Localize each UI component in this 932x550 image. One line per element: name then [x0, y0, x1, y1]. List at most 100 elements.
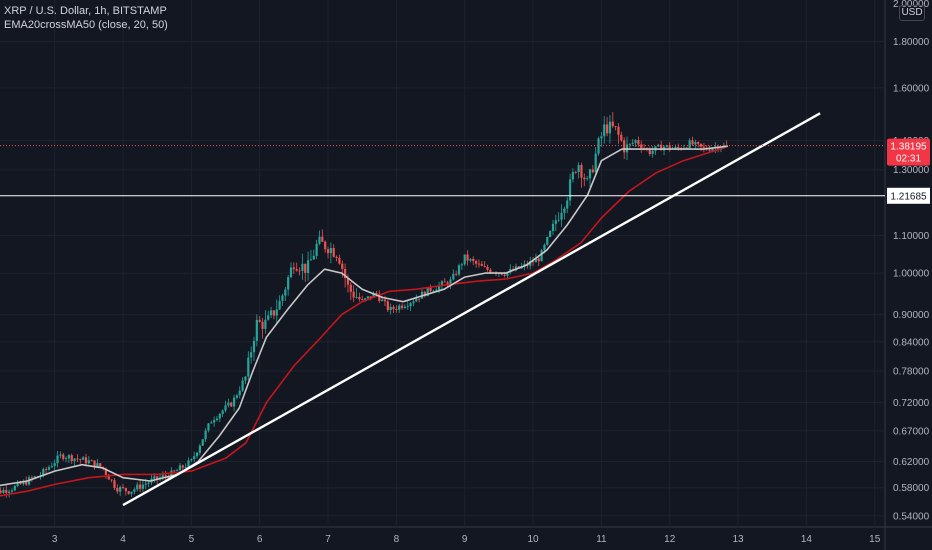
candle-body: [557, 219, 560, 221]
candle-body: [59, 454, 62, 456]
candle-body: [324, 241, 327, 250]
candle-body: [67, 455, 71, 459]
candle-body: [540, 250, 543, 262]
candle-body: [483, 265, 486, 267]
candle-body: [110, 479, 113, 481]
candle-body: [84, 457, 88, 464]
candle-body: [591, 169, 594, 173]
candle-body: [138, 484, 142, 489]
candle-body: [711, 148, 714, 151]
candle-body: [563, 208, 566, 213]
candle-body: [406, 306, 409, 307]
candle-body: [53, 463, 56, 467]
candle-body: [329, 248, 332, 254]
candle-body: [278, 300, 281, 310]
candle-body: [477, 263, 481, 265]
symbol-title[interactable]: XRP / U.S. Dollar, 1h, BITSTAMP: [4, 5, 167, 17]
candle-body: [608, 121, 612, 134]
candle-body: [415, 298, 418, 302]
candle-body: [70, 455, 73, 462]
candle-body: [366, 296, 369, 299]
candle-body: [546, 236, 549, 245]
candle-body: [620, 134, 623, 141]
candle-body: [403, 306, 407, 308]
candle-body: [531, 261, 535, 263]
overlay: [0, 112, 885, 507]
candle-body: [218, 413, 221, 419]
candle-body: [660, 144, 663, 151]
time-tick-label: 6: [257, 534, 263, 545]
candle-body: [586, 178, 589, 180]
candle-body: [195, 452, 199, 457]
indicator-title[interactable]: EMA20crossMA50 (close, 20, 50): [4, 19, 168, 31]
candle-body: [144, 483, 147, 485]
candle-body: [583, 177, 586, 180]
candle-body: [269, 310, 273, 316]
candle-body: [395, 309, 398, 311]
candle-body: [264, 319, 267, 329]
time-tick-label: 7: [325, 534, 331, 545]
candle-body: [560, 212, 563, 220]
candle-body: [96, 463, 99, 468]
candle-body: [19, 482, 22, 485]
candle-body: [571, 171, 575, 180]
candle-body: [708, 149, 711, 151]
price-tick-label: 0.58000: [893, 483, 930, 494]
candle-body: [238, 390, 241, 396]
candle-body: [452, 273, 455, 280]
time-axis[interactable]: 3 4 5 6 7 8 9 10 11 12 13 14 15: [52, 534, 881, 545]
candle-body: [64, 458, 68, 460]
candle-body: [534, 258, 537, 263]
candle-body: [463, 254, 466, 265]
candle-body: [25, 481, 28, 485]
candle-body: [551, 223, 555, 232]
candle-body: [255, 319, 258, 341]
candle-body: [76, 458, 79, 460]
candle-body: [437, 285, 441, 290]
candle-body: [623, 140, 626, 153]
candle-body: [241, 380, 244, 391]
ma50-line: [0, 145, 729, 497]
price-tick-label: 0.54000: [893, 511, 930, 522]
candle-body: [119, 487, 122, 492]
candle-body: [204, 430, 207, 440]
price-tick-label: 0.84000: [893, 337, 930, 348]
last-price-label-bg: [887, 138, 930, 166]
candle-body: [349, 284, 352, 292]
time-tick-label: 9: [462, 534, 468, 545]
candle-body: [383, 299, 387, 302]
candle-body: [104, 468, 108, 475]
candle-body: [281, 295, 284, 301]
candle-body: [523, 263, 526, 267]
candle-body: [389, 306, 392, 311]
currency-label[interactable]: USD: [899, 5, 925, 21]
last-price-label: 1.38195: [890, 142, 927, 153]
candle-body: [674, 146, 677, 149]
candle-body: [164, 475, 167, 477]
candle-body: [315, 243, 318, 256]
candle-body: [79, 459, 82, 460]
candle-body: [50, 466, 53, 468]
candle-body: [617, 126, 620, 135]
candle-body: [207, 423, 210, 431]
candle-body: [372, 293, 375, 299]
candle-body: [597, 138, 600, 154]
candle-body: [141, 484, 145, 489]
candle-body: [702, 146, 705, 148]
price-tick-label: 0.90000: [893, 310, 930, 321]
candle-body: [697, 142, 700, 144]
candle-body: [568, 179, 572, 201]
candle-body: [480, 263, 483, 266]
candle-body: [42, 469, 45, 476]
candles: [0, 112, 728, 498]
candle-body: [62, 454, 65, 459]
time-tick-label: 12: [664, 534, 676, 545]
candle-body: [321, 236, 324, 242]
candle-body: [486, 266, 489, 270]
candle-body: [0, 490, 2, 493]
candle-body: [247, 357, 250, 377]
candle-body: [446, 282, 449, 286]
